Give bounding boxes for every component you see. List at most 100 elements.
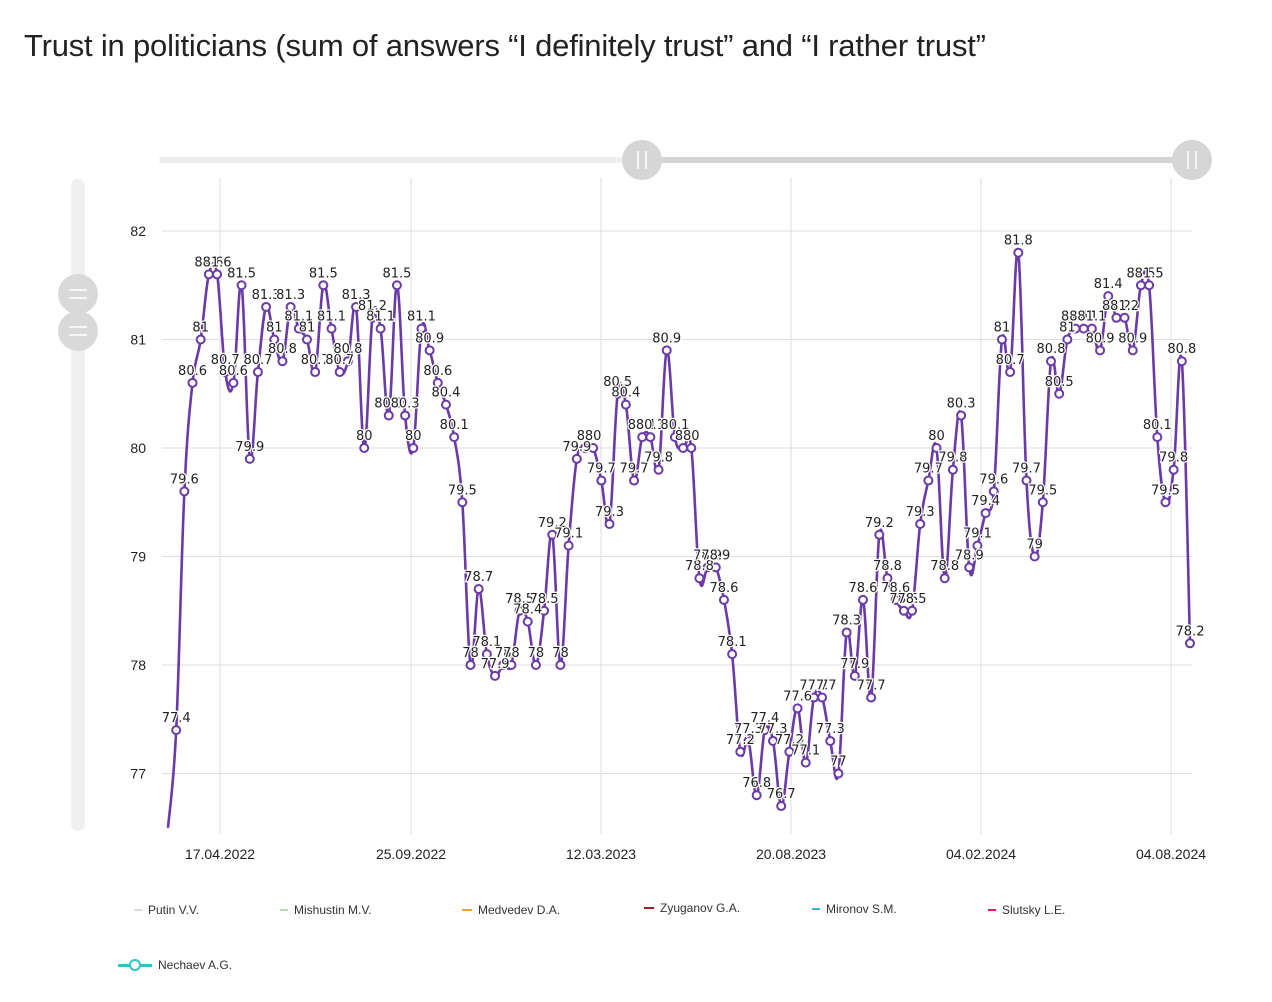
data-label: 78.8 (930, 559, 959, 574)
data-point (857, 594, 868, 605)
data-label: 78.6 (709, 581, 738, 596)
data-point (686, 443, 697, 453)
legend-label: Slutsky L.E. (1002, 903, 1066, 917)
series-nechaev (166, 247, 1195, 828)
legend-item-zyuganov[interactable]: Zyuganov G.A. (644, 901, 740, 915)
x-tick-label: 04.08.2024 (1136, 846, 1206, 862)
legend-label: Mironov S.M. (826, 902, 897, 916)
data-label: 79.8 (938, 451, 967, 466)
legend-item-slutsky[interactable]: Slutsky L.E. (988, 903, 1065, 917)
data-label: 80.9 (652, 331, 681, 346)
data-point (212, 269, 223, 280)
data-point (907, 605, 918, 616)
data-point (620, 399, 631, 410)
data-label: 77.3 (816, 722, 845, 737)
slider-handle-end[interactable] (1172, 140, 1212, 180)
legend-item-mironov[interactable]: Mironov S.M. (812, 902, 897, 916)
data-point (898, 605, 909, 616)
data-point (171, 725, 182, 736)
data-label: 80 (928, 429, 945, 444)
data-label: 77.7 (799, 679, 828, 694)
data-point (547, 529, 558, 540)
data-label: 77.9 (840, 657, 869, 672)
data-label: 79.9 (235, 440, 264, 455)
data-label: 77.1 (791, 744, 820, 759)
x-tick-label: 17.04.2022 (185, 846, 255, 862)
data-label: 80.7 (301, 353, 330, 368)
data-label: 81.1 (1077, 310, 1106, 325)
data-point (931, 443, 942, 453)
data-point (514, 605, 525, 616)
data-point (964, 562, 975, 573)
data-point (473, 584, 484, 595)
data-label: 79.8 (644, 451, 673, 466)
legend-item-mishustin[interactable]: Mishustin M.V. (280, 903, 372, 917)
data-point (800, 757, 811, 768)
vertical-slider-handle-bottom[interactable] (58, 311, 98, 351)
data-point (1176, 356, 1187, 367)
y-tick-label: 81 (130, 332, 146, 348)
data-label: 79.7 (914, 462, 943, 477)
data-label: 81 (994, 321, 1011, 336)
vertical-slider-handle-top[interactable] (58, 274, 98, 314)
data-label: 78 (503, 646, 520, 661)
data-point (465, 660, 476, 670)
data-point (252, 367, 263, 378)
data-label: 80.5 (1045, 375, 1074, 390)
data-label: 80.1 (440, 418, 469, 433)
data-label: 78 (552, 646, 569, 661)
legend-item-medvedev[interactable]: Medvedev D.A. (462, 903, 560, 917)
data-point (915, 518, 926, 529)
data-point (645, 432, 656, 443)
data-label: 81 (266, 321, 283, 336)
data-point (571, 453, 582, 464)
data-point (637, 432, 648, 443)
data-point (735, 746, 746, 757)
data-label: 79.5 (1151, 483, 1180, 498)
data-label: 81.5 (1126, 266, 1155, 281)
data-point (604, 518, 615, 529)
legend-item-nechaev[interactable]: Nechaev A.G. (118, 958, 232, 972)
data-point (629, 475, 640, 486)
data-label: 81.3 (252, 288, 281, 303)
legend-line-icon (134, 909, 142, 911)
data-point (596, 475, 607, 486)
data-label: 80.7 (325, 353, 354, 368)
data-label: 80 (585, 429, 602, 444)
data-point (1021, 475, 1032, 486)
data-label: 78.5 (898, 592, 927, 607)
slider-handle-start[interactable] (622, 140, 662, 180)
data-label: 79.4 (971, 494, 1000, 509)
data-point (449, 432, 460, 443)
data-label: 80.8 (1037, 342, 1066, 357)
y-tick-label: 79 (130, 549, 146, 565)
data-label: 81 (192, 321, 209, 336)
y-tick-label: 80 (130, 440, 146, 456)
data-label: 81.8 (1004, 234, 1033, 249)
legend-line-icon (280, 909, 288, 911)
data-label: 80.4 (611, 386, 640, 401)
data-point (285, 301, 296, 312)
data-label: 78.1 (472, 635, 501, 650)
data-label: 77.6 (783, 689, 812, 704)
data-label: 79.1 (554, 527, 583, 542)
data-label: 80 (577, 429, 594, 444)
data-point (956, 410, 967, 421)
data-point (588, 443, 599, 453)
data-label: 77.4 (162, 711, 191, 726)
data-label: 81.1 (284, 310, 313, 325)
data-label: 81.4 (1094, 277, 1123, 292)
data-label: 81.3 (342, 288, 371, 303)
value-range-slider[interactable] (58, 179, 98, 831)
data-point (727, 649, 738, 660)
legend-item-putin[interactable]: Putin V.V. (134, 903, 199, 917)
data-point (841, 627, 852, 638)
legend-label: Zyuganov G.A. (660, 901, 741, 915)
data-label: 78.7 (464, 570, 493, 585)
data-point (866, 692, 877, 703)
data-label: 80 (405, 429, 422, 444)
data-label: 81.1 (317, 310, 346, 325)
data-point (244, 453, 255, 464)
data-point (1013, 247, 1024, 258)
time-range-slider[interactable] (159, 140, 1212, 180)
